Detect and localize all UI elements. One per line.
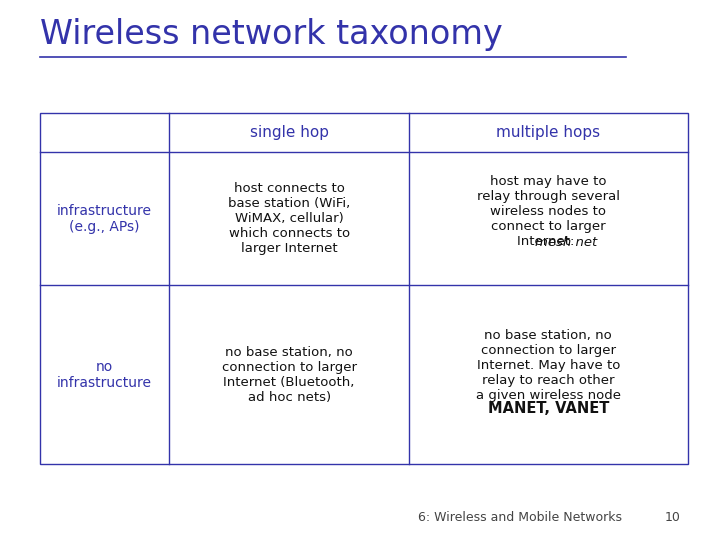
- Text: MANET, VANET: MANET, VANET: [487, 401, 609, 416]
- Text: infrastructure
(e.g., APs): infrastructure (e.g., APs): [57, 204, 152, 234]
- Text: Wireless network taxonomy: Wireless network taxonomy: [40, 18, 503, 51]
- Text: host connects to
base station (WiFi,
WiMAX, cellular)
which connects to
larger I: host connects to base station (WiFi, WiM…: [228, 182, 350, 255]
- Text: no
infrastructure: no infrastructure: [57, 360, 152, 390]
- Text: 6: Wireless and Mobile Networks: 6: Wireless and Mobile Networks: [418, 511, 621, 524]
- Text: no base station, no
connection to larger
Internet. May have to
relay to reach ot: no base station, no connection to larger…: [476, 329, 621, 402]
- Text: host may have to
relay through several
wireless nodes to
connect to larger
Inter: host may have to relay through several w…: [477, 174, 620, 248]
- Text: single hop: single hop: [250, 125, 328, 140]
- Text: 10: 10: [665, 511, 680, 524]
- Text: mesh net: mesh net: [535, 235, 598, 248]
- Text: multiple hops: multiple hops: [496, 125, 600, 140]
- Text: no base station, no
connection to larger
Internet (Bluetooth,
ad hoc nets): no base station, no connection to larger…: [222, 346, 356, 404]
